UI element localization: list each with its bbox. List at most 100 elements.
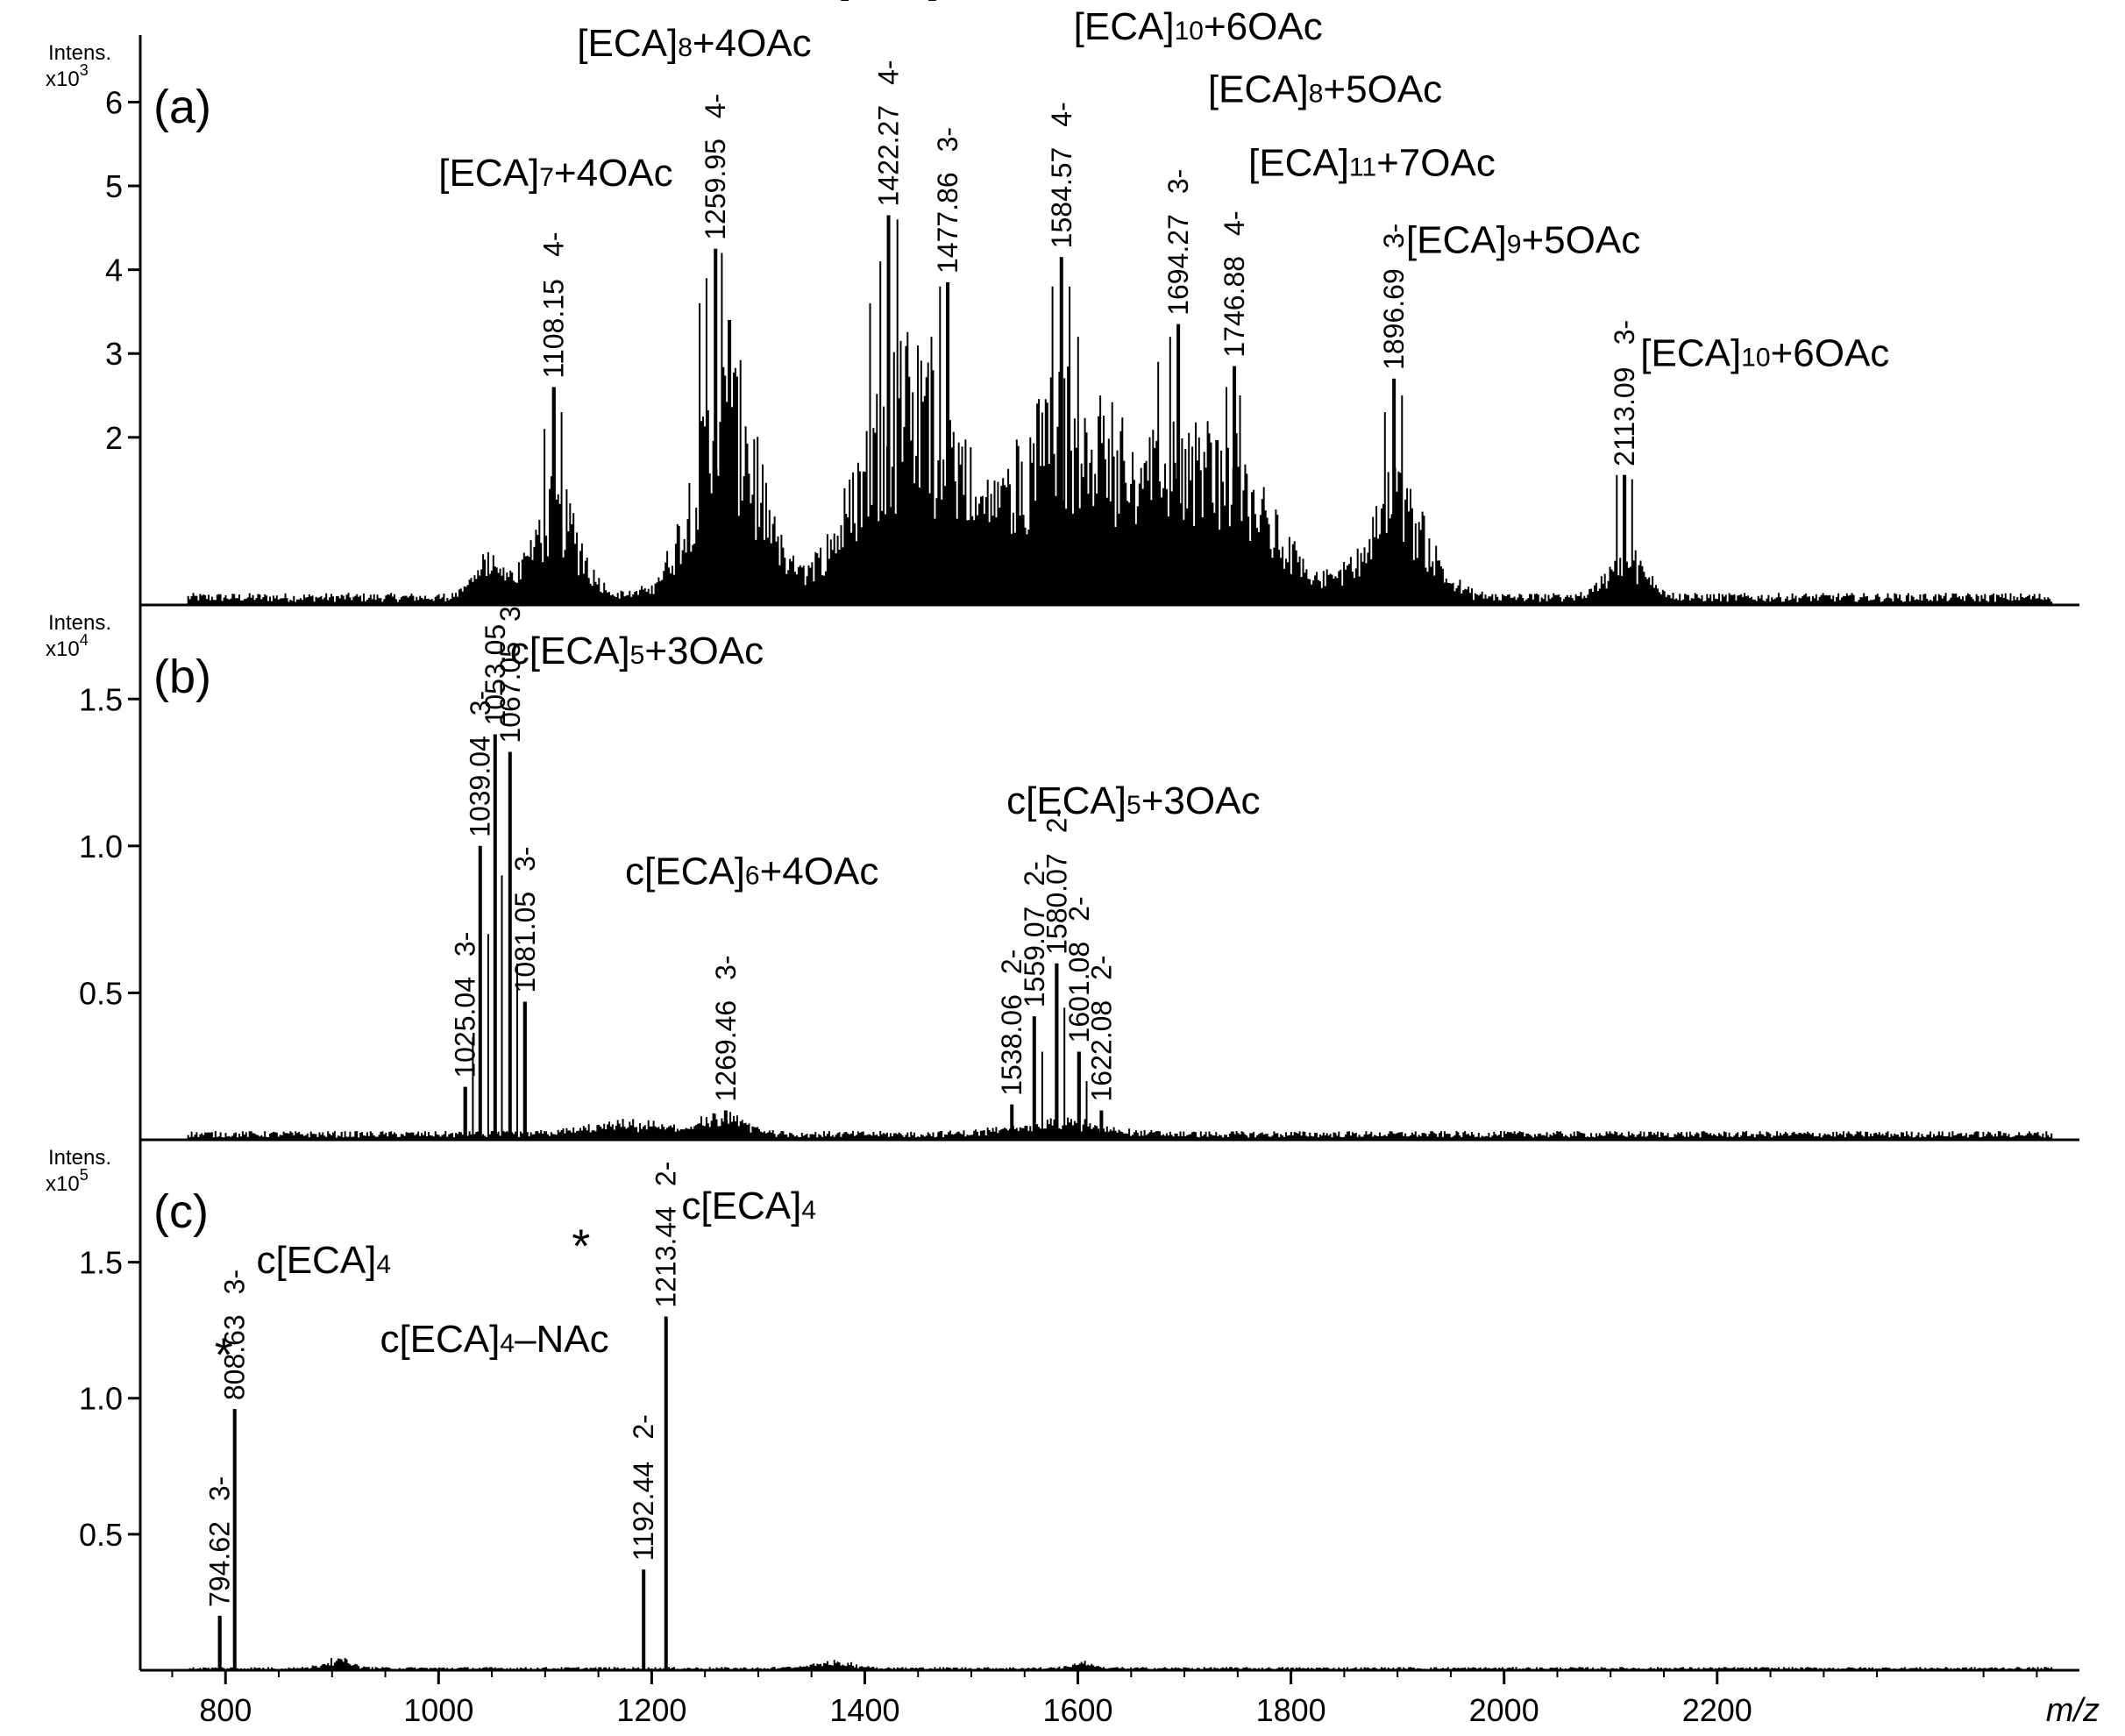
peak-charge-label: 3- bbox=[494, 597, 526, 622]
x-tick-label: 1800 bbox=[1256, 1692, 1326, 1728]
assignment-subscript: 4 bbox=[376, 1250, 391, 1279]
peak-charge-label: 4- bbox=[1046, 102, 1077, 126]
peak-assignment: c[ECA]5+3OAc bbox=[510, 630, 764, 672]
assignment-subscript: 5 bbox=[1126, 791, 1141, 820]
assignment-suffix: +5OAc bbox=[1323, 68, 1442, 110]
peak-charge-label: 3- bbox=[465, 691, 496, 715]
assignment-suffix: +4OAc bbox=[554, 152, 673, 195]
y-tick-label: 6 bbox=[105, 84, 123, 120]
spectrum-panel-a: 2 3 4 5 6 Intens.x103 (a) 1108.15 4- 1259.95 4- 142… bbox=[46, 0, 2079, 607]
peak-mz-label: 1192.44 bbox=[628, 1462, 659, 1561]
peak-charge-label: 4- bbox=[1219, 211, 1250, 236]
assignment-suffix: +5OAc bbox=[1521, 219, 1640, 262]
assignment-subscript: 9 bbox=[1507, 231, 1522, 260]
peak-mz-label: 2113.09 bbox=[1609, 367, 1640, 466]
assignment-subscript: 8 bbox=[1309, 79, 1324, 108]
peak-mz-label: 1259.95 bbox=[700, 139, 731, 240]
peak-charge-label: 3- bbox=[932, 127, 963, 152]
x-tick-label: 2000 bbox=[1469, 1692, 1539, 1728]
intensity-multiplier-exponent: 3 bbox=[80, 61, 89, 79]
y-tick-label: 5 bbox=[105, 168, 123, 204]
assignment-main: [ECA] bbox=[1208, 68, 1309, 110]
peak-assignment: [ECA]11+7OAc bbox=[1248, 142, 1496, 185]
peak-charge-label: 4- bbox=[700, 94, 731, 118]
assignment-suffix: +6OAc bbox=[1204, 5, 1323, 48]
peak-assignment: c[ECA]4 bbox=[256, 1239, 391, 1282]
peak-assignment: [ECA]10+6OAc bbox=[1074, 5, 1323, 48]
x-tick-label: 1000 bbox=[403, 1692, 473, 1728]
peak-charge-label: 4- bbox=[538, 231, 570, 256]
x-tick-label: 2200 bbox=[1682, 1692, 1752, 1728]
spectrum-panel-c: 0.5 1.0 1.5 Intens.x105 (c) 794.62 3- 808.63 3- 1… bbox=[46, 1140, 2079, 1672]
spectrum-trace bbox=[187, 734, 2053, 1140]
assignment-suffix: +6OAc bbox=[1771, 332, 1890, 375]
y-tick-label: 1.5 bbox=[79, 1245, 123, 1281]
peak-charge-label: 3- bbox=[1162, 169, 1194, 194]
peak-charge-label: 3- bbox=[1378, 224, 1410, 248]
assignment-subscript: 11 bbox=[1349, 153, 1376, 182]
intensity-label: Intens. bbox=[48, 41, 111, 65]
intensity-multiplier: x103 bbox=[46, 61, 89, 91]
spectrum-trace bbox=[187, 215, 2053, 605]
peak-mz-label: 1477.86 bbox=[932, 172, 963, 274]
peak-charge-label: 3- bbox=[219, 1270, 251, 1294]
x-tick-label: 1400 bbox=[829, 1692, 899, 1728]
peak-mz-label: 1694.27 bbox=[1162, 214, 1194, 316]
peak-charge-label: 3- bbox=[450, 932, 481, 957]
peak-mz-label: 1053.05 bbox=[480, 624, 511, 726]
y-tick-label: 2 bbox=[105, 420, 123, 456]
peak-charge-label: 4- bbox=[873, 60, 905, 84]
peak-mz-label: 1213.44 bbox=[650, 1206, 682, 1308]
peak-assignment: [ECA]10+6OAc bbox=[1640, 332, 1889, 375]
assignment-main: c[ECA] bbox=[625, 850, 745, 893]
y-tick-label: 4 bbox=[105, 253, 123, 288]
spectrum-panel-b: 0.5 1.0 1.5 Intens.x104 (b) 1025.04 3- 1039.04 3… bbox=[46, 579, 2079, 1142]
assignment-main: c[ECA] bbox=[380, 1318, 500, 1361]
peak-charge-label: 3- bbox=[1609, 320, 1640, 345]
peak-assignment: [ECA]8+5OAc bbox=[1208, 68, 1442, 110]
peak-charge-label: 3- bbox=[509, 846, 541, 871]
intensity-multiplier-exponent: 5 bbox=[80, 1166, 89, 1184]
peak-assignment: c[ECA]5+3OAc bbox=[1006, 779, 1260, 822]
star-marker: * bbox=[572, 1220, 590, 1273]
peak-mz-label: 1025.04 bbox=[450, 977, 481, 1078]
peak-assignment: [ECA]8+4OAc bbox=[577, 22, 811, 65]
peak-mz-label: 1108.15 bbox=[538, 279, 570, 378]
intensity-label: Intens. bbox=[48, 1146, 111, 1170]
peak-mz-label: 1538.06 bbox=[996, 994, 1027, 1096]
peak-mz-label: 1622.08 bbox=[1085, 1000, 1117, 1102]
assignment-suffix: +7OAc bbox=[1376, 142, 1496, 185]
assignment-subscript: 6 bbox=[745, 861, 760, 890]
assignment-main: [ECA] bbox=[1640, 332, 1741, 375]
assignment-main: c[ECA] bbox=[256, 1239, 376, 1282]
peak-charge-label: 2- bbox=[1085, 955, 1117, 979]
intensity-multiplier-exponent: 4 bbox=[80, 631, 89, 649]
y-tick-label: 1.0 bbox=[79, 1381, 123, 1417]
assignment-suffix: +3OAc bbox=[644, 630, 764, 672]
panel-letter: (b) bbox=[153, 651, 211, 703]
panel-letter: (a) bbox=[153, 81, 211, 133]
assignment-main: c[ECA] bbox=[681, 1185, 801, 1227]
peak-mz-label: 1067.05 bbox=[494, 642, 526, 743]
y-tick-label: 3 bbox=[105, 336, 123, 372]
spectrum-trace bbox=[187, 1316, 2053, 1670]
assignment-subscript: 8 bbox=[678, 33, 693, 62]
y-tick-label: 1.0 bbox=[79, 829, 123, 864]
y-tick-label: 0.5 bbox=[79, 1517, 123, 1553]
peak-mz-label: 1559.07 bbox=[1019, 907, 1050, 1008]
y-tick-label: 1.5 bbox=[79, 681, 123, 717]
assignment-suffix: +4OAc bbox=[760, 850, 879, 893]
x-axis: 800 1000 1200 1400 1600 1800 2000 2200 m/z bbox=[171, 1670, 2100, 1729]
assignment-subscript: 4 bbox=[500, 1329, 515, 1358]
y-tick-label: 0.5 bbox=[79, 975, 123, 1011]
peak-charge-label: 3- bbox=[710, 955, 742, 979]
peak-charge-label: 3- bbox=[480, 579, 511, 603]
peak-mz-label: 1601.08 bbox=[1063, 942, 1095, 1043]
peak-charge-label: 2- bbox=[628, 1414, 659, 1439]
assignment-subscript: 10 bbox=[1741, 344, 1770, 373]
peak-mz-label: 794.62 bbox=[204, 1521, 236, 1607]
x-tick-label: 1200 bbox=[616, 1692, 686, 1728]
peak-charge-label: 2- bbox=[650, 1162, 682, 1186]
peak-assignment: c[ECA]4 bbox=[681, 1185, 816, 1227]
